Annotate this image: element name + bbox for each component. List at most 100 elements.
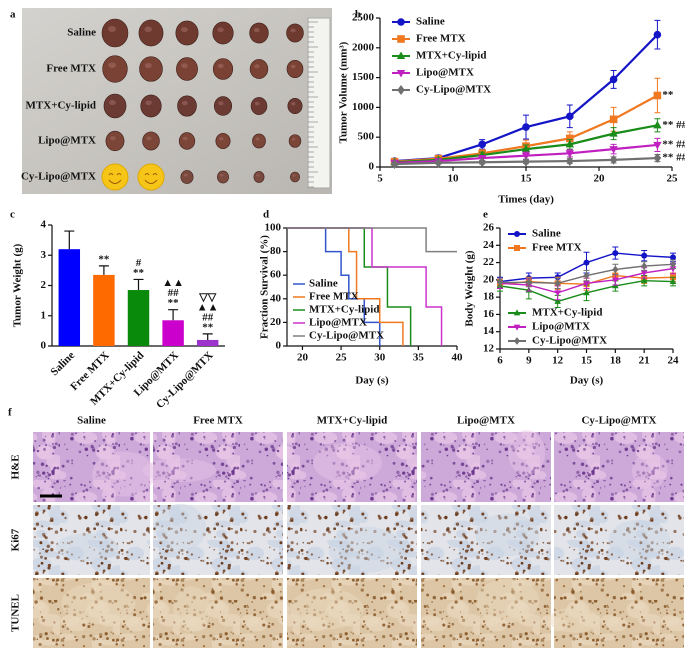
legend-label: MTX+Cy-lipid [532, 307, 602, 319]
legend-label: MTX+Cy-lipid [416, 50, 486, 62]
x-tick-label: 15 [521, 173, 533, 185]
legend-label: MTX+Cy-lipid [309, 304, 379, 316]
legend-marker [514, 245, 520, 251]
tumor-highlight [290, 28, 296, 33]
error-bar [98, 265, 109, 275]
marker [669, 277, 677, 284]
legend-label: Cy-Lipo@MTX [309, 330, 384, 342]
column-label: Saline [77, 415, 106, 427]
significance-label: ** ## ▲▲ [662, 138, 685, 150]
ruler [307, 17, 331, 189]
histology-image [287, 432, 417, 502]
marker [566, 134, 574, 143]
x-tick-label: Saline [48, 349, 77, 378]
tumor-highlight [291, 102, 296, 106]
x-axis-label: Times (day) [498, 194, 554, 206]
tumor-highlight [218, 101, 224, 106]
panel-letter: c [10, 209, 15, 221]
y-tick-label: 60 [270, 269, 282, 281]
tumor [139, 56, 163, 82]
legend-label: Free MTX [532, 242, 582, 254]
tissue-region [632, 453, 668, 489]
marker [612, 250, 619, 257]
tumor [103, 93, 127, 119]
legend-marker [397, 18, 405, 26]
panel-letter: d [263, 209, 269, 221]
legend-marker [513, 324, 521, 331]
bar [127, 290, 150, 346]
photo-label: Saline [67, 27, 96, 39]
histology-image [421, 578, 551, 648]
bar [58, 249, 81, 346]
panel-letter: e [483, 209, 488, 221]
tumor [138, 19, 164, 47]
y-tick-label: 26 [483, 222, 495, 234]
legend-label: Saline [416, 16, 445, 28]
tumor [290, 171, 300, 183]
x-axis-label: Day (s) [355, 375, 389, 387]
legend-label: Cy-Lipo@MTX [416, 84, 491, 96]
y-tick-label: 0 [276, 340, 282, 352]
tissue-region [548, 607, 600, 633]
x-tick-label: 25 [336, 352, 348, 364]
histology-image [554, 578, 684, 648]
legend-marker [397, 35, 405, 43]
marker [521, 152, 531, 161]
legend-marker [513, 309, 521, 316]
tumor-highlight [255, 137, 260, 141]
y-tick-label: 40 [270, 292, 282, 304]
tissue-region [475, 578, 540, 624]
sticker-face [144, 173, 158, 184]
y-axis-label: Tumor Weight (g) [12, 243, 24, 327]
survival-line [287, 227, 457, 253]
y-tick-label: 20 [270, 316, 282, 328]
marker [669, 266, 677, 273]
tumor-highlight [110, 136, 116, 141]
tumor [212, 58, 234, 80]
column-label: Lipo@MTX [457, 415, 515, 427]
sticker-face [108, 173, 122, 184]
legend-marker [514, 337, 520, 345]
legend-label: Free MTX [416, 33, 466, 45]
tumor [177, 95, 197, 117]
marker [641, 252, 648, 259]
significance-label: ▲▲ [197, 301, 219, 313]
tumor [287, 97, 303, 115]
y-tick-label: 0 [41, 340, 47, 352]
marker [525, 278, 532, 287]
y-tick-label: 18 [483, 291, 495, 303]
y-axis-label: Body Weight (g) [464, 250, 476, 327]
tissue-region [313, 442, 382, 483]
x-tick-label: 25 [667, 173, 679, 185]
marker [583, 259, 590, 266]
marker [478, 157, 486, 168]
row-label: TUNEL [10, 594, 22, 632]
y-tick-label: 1500 [352, 71, 375, 83]
marker [612, 265, 619, 274]
marker [640, 270, 648, 277]
panel-letter: f [8, 407, 12, 419]
histology-image [421, 505, 551, 575]
significance-label: ** ## [662, 119, 685, 131]
bar [162, 320, 184, 346]
marker [653, 141, 662, 150]
tumor [176, 57, 198, 81]
y-tick-label: 80 [270, 245, 282, 257]
marker [653, 120, 662, 129]
tumor-highlight [181, 100, 188, 106]
tumor [286, 60, 304, 78]
tumor [249, 59, 269, 79]
significance-label: ** [98, 253, 110, 265]
y-tick-label: 500 [358, 131, 375, 143]
sticker [101, 163, 129, 191]
legend-label: Lipo@MTX [416, 67, 474, 79]
tissue-region [289, 588, 364, 630]
legend-marker [397, 85, 405, 95]
tumor-highlight [254, 64, 260, 69]
y-tick-label: 22 [483, 256, 495, 268]
marker [609, 75, 618, 84]
tumor-highlight [108, 26, 116, 32]
tissue-region [508, 430, 545, 477]
photo-label: MTX+Cy-lipid [26, 100, 96, 112]
